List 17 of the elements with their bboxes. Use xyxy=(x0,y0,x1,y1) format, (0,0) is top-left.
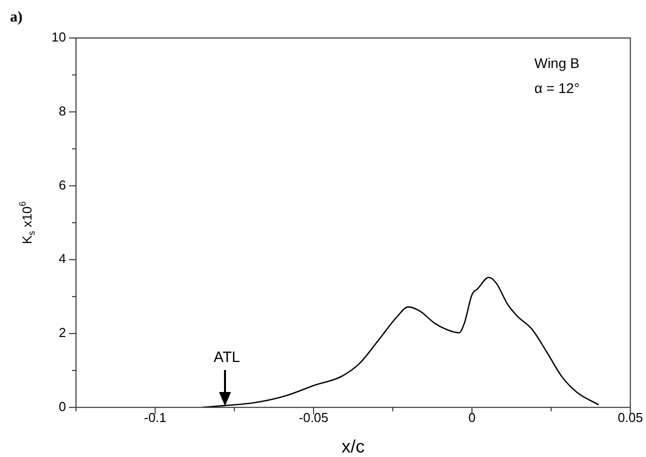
annotation: ATL xyxy=(214,349,240,366)
x-tick-label: -0.1 xyxy=(144,410,166,425)
y-tick-label: 2 xyxy=(58,325,66,340)
annotation: Wing B xyxy=(534,54,580,71)
y-tick-label: 0 xyxy=(58,398,66,414)
chart-title: a) xyxy=(10,9,22,26)
y-axis-title: Ks x106 xyxy=(17,201,36,244)
x-tick-label: 0.05 xyxy=(618,410,644,425)
line-series xyxy=(202,276,600,408)
y-tick-label: 6 xyxy=(58,177,66,192)
annotation: α = 12° xyxy=(534,80,580,96)
y-tick-label: 10 xyxy=(52,30,66,45)
y-tick-label: 8 xyxy=(58,103,66,118)
x-tick-label: -0.05 xyxy=(298,410,328,425)
y-tick-label: 4 xyxy=(58,251,66,266)
x-axis-title: x/c xyxy=(342,436,365,456)
x-tick-label: 0 xyxy=(468,410,476,425)
